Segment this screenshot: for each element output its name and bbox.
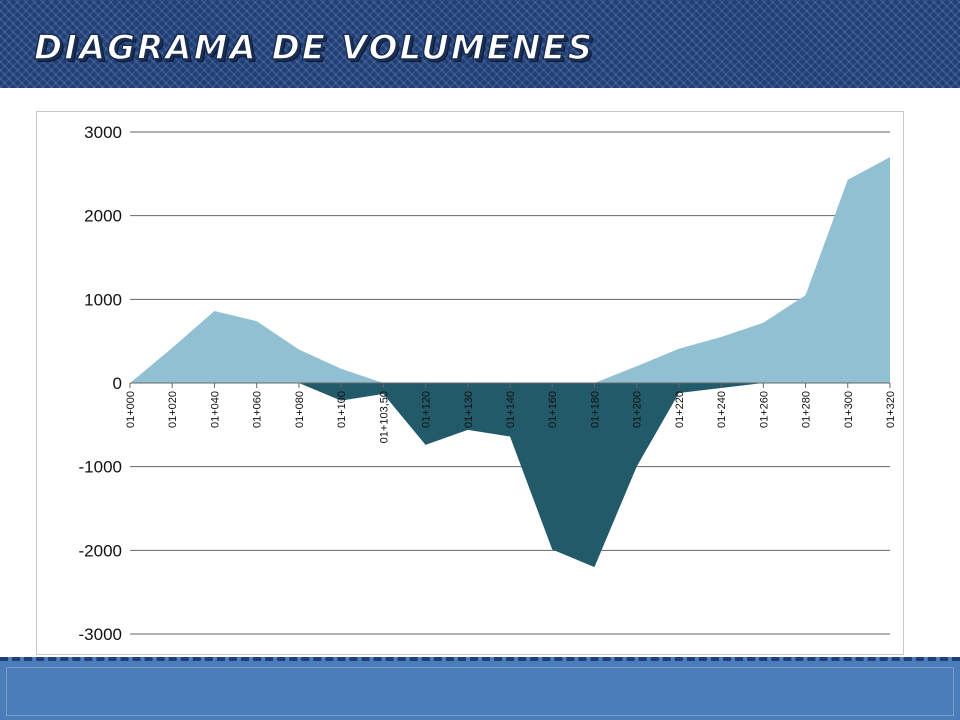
y-tick-labels: 3000 2000 1000 0 -1000 -2000 -3000 <box>79 123 122 644</box>
data-point <box>171 347 173 349</box>
slide-title: DIAGRAMA DE VOLUMENES <box>33 27 595 69</box>
data-point <box>804 294 806 296</box>
y-tick-label: -2000 <box>79 541 122 560</box>
data-point <box>678 347 680 349</box>
data-point <box>298 348 300 350</box>
y-tick-label: 3000 <box>84 123 122 142</box>
series-area-1 <box>130 383 890 568</box>
data-point <box>340 368 342 370</box>
data-point <box>213 310 215 312</box>
x-tick-label: 01+140 <box>505 391 517 428</box>
data-point <box>635 465 637 467</box>
x-tick-label: 01+260 <box>758 391 770 428</box>
footer-band <box>0 657 960 720</box>
y-tick-label: -3000 <box>79 625 122 644</box>
x-tick-label: 01+100 <box>336 391 348 428</box>
chart-frame: 3000 2000 1000 0 -1000 -2000 -3000 01+000 01+02… <box>36 111 904 655</box>
x-tick-labels: 01+000 01+020 01+040 01+060 01+080 01+100 01+1… <box>125 391 897 443</box>
header-band: DIAGRAMA DE VOLUMENES <box>0 0 960 88</box>
x-tick-label: 01+040 <box>209 391 221 428</box>
x-tick-label: 01+130 <box>463 391 475 428</box>
x-tick-label: 01+280 <box>801 391 813 428</box>
axis-layer <box>129 382 891 388</box>
x-tick-label: 01+160 <box>547 391 559 428</box>
x-tick-label: 01+300 <box>843 391 855 428</box>
x-tick-label: 01+060 <box>252 391 264 428</box>
x-tick-label: 01+020 <box>167 391 179 428</box>
data-point <box>593 566 595 568</box>
x-tick-label: 01+320 <box>885 391 897 428</box>
series-area-0 <box>130 157 890 383</box>
data-point <box>255 320 257 322</box>
volume-area-chart: 3000 2000 1000 0 -1000 -2000 -3000 01+000 01+02… <box>79 123 897 644</box>
y-tick-label: -1000 <box>79 458 122 477</box>
x-tick-label: 01+220 <box>674 391 686 428</box>
data-point <box>720 336 722 338</box>
x-tick-label: 01+000 <box>125 391 137 428</box>
x-tick-label: 01+200 <box>632 391 644 428</box>
x-tick-label: 01+080 <box>294 391 306 428</box>
footer-inner <box>6 667 954 716</box>
x-tick-label: 01+120 <box>421 391 433 428</box>
y-tick-label: 0 <box>113 374 122 393</box>
series-layer <box>130 156 891 568</box>
data-point <box>467 429 469 431</box>
data-point <box>635 365 637 367</box>
x-tick-label: 01+240 <box>716 391 728 428</box>
data-point <box>551 548 553 550</box>
grid-layer <box>130 131 890 635</box>
data-point <box>762 322 764 324</box>
y-tick-label: 2000 <box>84 207 122 226</box>
y-tick-label: 1000 <box>84 290 122 309</box>
x-tick-label: 01+103,50 <box>378 391 390 443</box>
data-point <box>847 178 849 180</box>
data-point <box>889 156 891 158</box>
data-point <box>509 435 511 437</box>
data-point <box>424 444 426 446</box>
x-tick-label: 01+180 <box>589 391 601 428</box>
